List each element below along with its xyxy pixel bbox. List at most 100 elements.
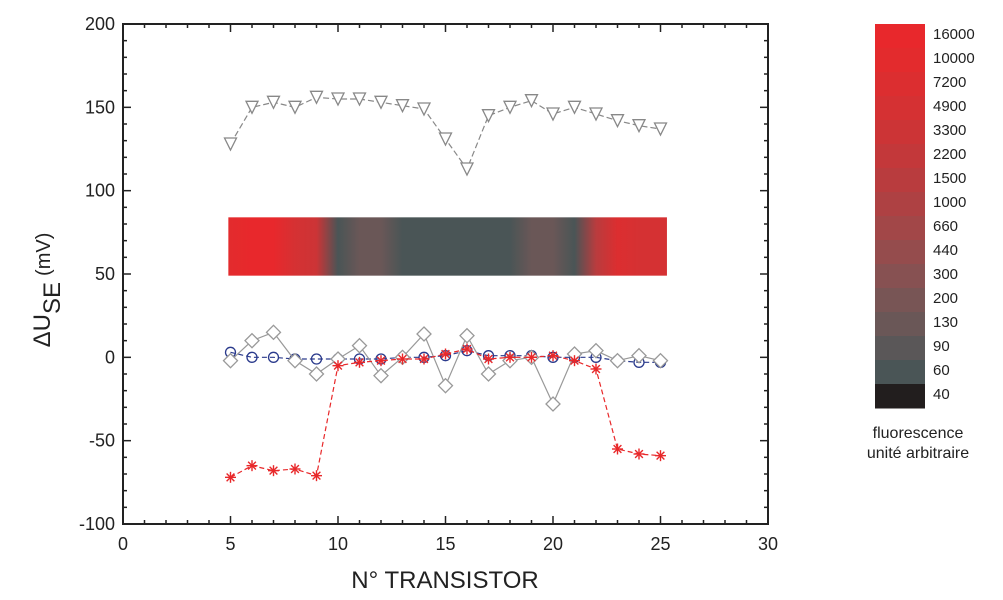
y-tick-label: 50 xyxy=(95,264,115,284)
data-point-triangle-down xyxy=(438,132,453,147)
data-point-asterisk-stroke xyxy=(333,361,343,371)
data-point-diamond xyxy=(609,352,626,369)
colorbar-label: 2200 xyxy=(933,146,966,163)
data-point-asterisk xyxy=(225,471,236,483)
data-point-diamond xyxy=(631,347,647,364)
data-point-asterisk-stroke xyxy=(634,449,644,459)
data-point-triangle-down xyxy=(266,95,281,110)
data-point-asterisk xyxy=(332,360,344,372)
data-point-diamond xyxy=(545,396,561,412)
colorbar-label: 1000 xyxy=(933,194,966,211)
x-tick-label: 15 xyxy=(435,534,455,554)
colorbar-label: 7200 xyxy=(933,74,966,91)
data-point-diamond xyxy=(480,366,497,382)
axes: 0 5 10 15 20 25 30 -100 -50 0 50 100 150 200 xyxy=(79,14,778,554)
data-point-triangle-down xyxy=(223,137,238,152)
x-tick-label: 25 xyxy=(650,534,670,554)
series-line-circle xyxy=(230,350,661,363)
colorbar-swatch xyxy=(875,24,925,49)
y-tick-label: 200 xyxy=(85,14,115,34)
data-point-asterisk-stroke xyxy=(312,471,321,481)
colorbar-label: 40 xyxy=(933,386,950,403)
y-tick-label: -50 xyxy=(89,431,115,451)
data-point-asterisk xyxy=(311,470,322,482)
data-point-triangle-down xyxy=(416,102,432,117)
data-point-asterisk-stroke xyxy=(570,356,579,366)
colorbar-title-line-2: unité arbitraire xyxy=(867,445,969,462)
data-point-diamond xyxy=(244,332,260,349)
data-point-triangle-down xyxy=(287,100,303,115)
data-point-triangle-down xyxy=(631,119,647,134)
y-tick-label: 150 xyxy=(85,97,115,117)
colorbar-label: 660 xyxy=(933,218,958,235)
colorbar-swatch xyxy=(875,96,925,121)
data-point-asterisk xyxy=(612,443,623,455)
data-point-triangle-down xyxy=(610,114,625,129)
y-tick-label: 0 xyxy=(105,347,115,367)
data-point-asterisk-stroke xyxy=(290,464,300,474)
data-point-asterisk xyxy=(504,351,516,363)
data-point-diamond xyxy=(373,367,389,384)
colorbar-swatch xyxy=(875,192,925,217)
data-point-asterisk xyxy=(440,348,451,360)
data-point-asterisk-stroke xyxy=(269,466,278,476)
data-point-triangle-down xyxy=(309,90,324,105)
data-point-asterisk-stroke xyxy=(247,461,257,471)
colorbar: 16000 10000 7200 4900 3300 2200 1500 1000 660 440… xyxy=(875,24,975,409)
y-axis-title: ΔUSE (mV) xyxy=(29,233,66,348)
colorbar-swatch xyxy=(875,312,925,337)
data-point-asterisk-stroke xyxy=(419,354,429,364)
data-point-asterisk xyxy=(461,343,473,355)
data-point-asterisk-stroke xyxy=(484,354,493,364)
y-axis-title-subscript: SE xyxy=(39,282,66,314)
data-point-triangle-down xyxy=(373,95,389,110)
colorbar-label: 10000 xyxy=(933,50,975,67)
data-point-asterisk-stroke xyxy=(441,349,450,359)
data-point-asterisk xyxy=(590,363,602,375)
colorbar-label: 200 xyxy=(933,290,958,307)
data-point-diamond xyxy=(652,352,669,369)
data-point-asterisk xyxy=(633,448,645,460)
colorbar-swatch xyxy=(875,264,925,289)
data-point-diamond xyxy=(351,337,368,354)
data-point-diamond xyxy=(287,352,303,369)
data-point-asterisk xyxy=(569,355,580,367)
data-point-circle xyxy=(267,351,280,363)
colorbar-label: 4900 xyxy=(933,98,966,115)
colorbar-swatch xyxy=(875,168,925,193)
data-point-asterisk xyxy=(655,450,666,462)
colorbar-swatch xyxy=(875,240,925,265)
data-point-triangle-down xyxy=(524,94,539,109)
colorbar-swatch xyxy=(875,72,925,97)
y-tick-label: 100 xyxy=(85,181,115,201)
data-point-asterisk-stroke xyxy=(376,356,386,366)
data-point-diamond xyxy=(222,352,239,369)
y-axis-title-prefix: ΔU xyxy=(29,314,56,347)
data-point-asterisk-stroke xyxy=(226,472,235,482)
x-tick-label: 10 xyxy=(328,534,348,554)
data-point-diamond xyxy=(308,366,325,382)
data-point-diamond xyxy=(588,342,604,359)
colorbar-label: 1500 xyxy=(933,170,966,187)
x-tick-label: 0 xyxy=(118,534,128,554)
x-tick-label: 30 xyxy=(758,534,778,554)
data-point-asterisk xyxy=(268,465,279,477)
data-point-diamond xyxy=(416,326,432,342)
data-point-asterisk xyxy=(375,355,387,367)
colorbar-swatch xyxy=(875,384,925,409)
data-point-asterisk-stroke xyxy=(613,444,622,454)
data-point-triangle-down xyxy=(244,100,260,115)
data-point-circle xyxy=(310,353,323,365)
data-point-triangle-down xyxy=(330,92,346,107)
series-line-asterisk xyxy=(230,348,661,478)
data-point-asterisk-stroke xyxy=(398,354,407,364)
data-point-triangle-down xyxy=(545,107,561,122)
data-point-diamond xyxy=(437,377,454,394)
plot-area xyxy=(222,90,669,483)
colorbar-label: 3300 xyxy=(933,122,966,139)
data-point-asterisk xyxy=(418,353,430,365)
colorbar-label: 130 xyxy=(933,314,958,331)
data-point-triangle-down xyxy=(588,107,604,122)
data-point-asterisk-stroke xyxy=(591,364,601,374)
colorbar-swatch xyxy=(875,48,925,73)
